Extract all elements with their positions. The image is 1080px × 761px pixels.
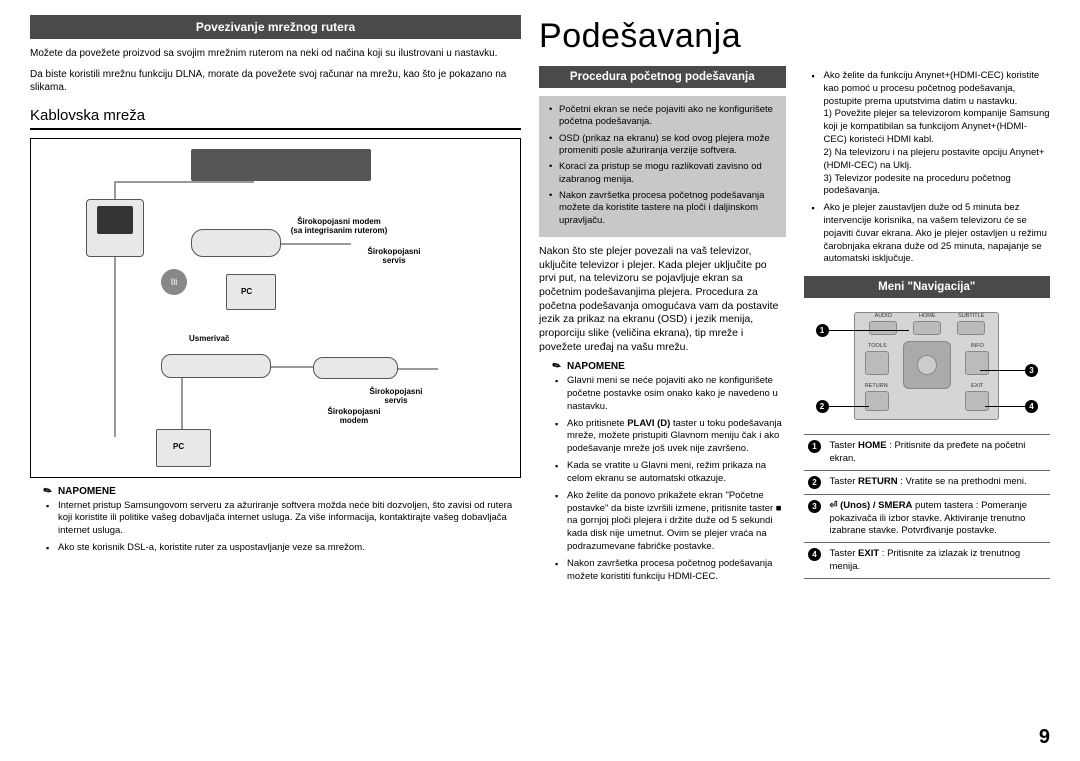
note-icon: ✎ [42,484,55,498]
note-icon: ✎ [551,360,564,374]
mid-p1: Nakon što ste plejer povezali na vaš tel… [539,245,786,354]
mid-notes: Glavni meni se neće pojaviti ako ne konf… [539,375,786,583]
callout-1: 1 [816,324,829,337]
gb-3: Koraci za pristup se mogu razlikovati za… [549,161,776,186]
gray-box: Početni ekran se neće pojaviti ako ne ko… [539,96,786,237]
mn-3: Kada se vratite u Glavni meni, režim pri… [567,460,786,486]
callout-3: 3 [1025,364,1038,377]
rb-1: Ako je plejer zaustavljen duže od 5 minu… [824,202,1051,266]
nav-table: 1Taster HOME : Pritisnite da pređete na … [804,434,1051,579]
callout-2: 2 [816,400,829,413]
bar-navigation: Meni "Navigacija" [804,276,1051,298]
note-head-mid: ✎ NAPOMENE [553,361,786,372]
network-diagram: Ili Širokopojasni modem (sa integrisanim… [30,138,521,478]
nav-row-4: 4Taster EXIT : Pritisnite za izlazak iz … [804,543,1051,579]
nav-row-1: 1Taster HOME : Pritisnite da pređete na … [804,435,1051,471]
page-number: 9 [1039,726,1050,749]
ili-label: Ili [161,269,187,295]
note-head-left: ✎ NAPOMENE [44,486,521,497]
mid-column: Podešavanja Procedura početnog podešavan… [539,15,786,587]
bar-router: Povezivanje mrežnog rutera [30,15,521,39]
right-column: Ako želite da funkciju Anynet+(HDMI-CEC)… [804,15,1051,587]
left-notes: Internet pristup Samsungovom serveru za … [30,500,521,555]
remote-control: AUDIO HOME SUBTITLE TOOLS INFO RETURN EX… [854,312,999,420]
left-p2: Da biste koristili mrežnu funkciju DLNA,… [30,68,521,95]
rb-0: Ako želite da funkciju Anynet+(HDMI-CEC)… [824,70,1051,198]
divider [30,128,521,130]
gb-2: OSD (prikaz na ekranu) se kod ovog pleje… [549,133,776,158]
heading-kablovska: Kablovska mreža [30,107,521,124]
remote-wrap: AUDIO HOME SUBTITLE TOOLS INFO RETURN EX… [804,306,1051,434]
nav-row-3: 3⏎ (Unos) / SMERA putem tastera : Pomera… [804,495,1051,543]
mn-4: Ako želite da ponovo prikažete ekran "Po… [567,490,786,554]
left-column: Povezivanje mrežnog rutera Možete da pov… [30,15,521,587]
mn-5: Nakon završetka procesa početnog podešav… [567,558,786,584]
page-title: Podešavanja [539,17,786,56]
left-note-1: Internet pristup Samsungovom serveru za … [58,500,521,538]
left-note-2: Ako ste korisnik DSL-a, koristite ruter … [58,542,521,555]
mn-2: Ako pritisnete PLAVI (D) taster u toku p… [567,418,786,456]
bar-procedure: Procedura početnog podešavanja [539,66,786,88]
gb-4: Nakon završetka procesa početnog podešav… [549,190,776,227]
right-bullets: Ako želite da funkciju Anynet+(HDMI-CEC)… [804,70,1051,266]
callout-4: 4 [1025,400,1038,413]
gb-1: Početni ekran se neće pojaviti ako ne ko… [549,104,776,129]
mn-1: Glavni meni se neće pojaviti ako ne konf… [567,375,786,413]
nav-row-2: 2Taster RETURN : Vratite se na prethodni… [804,470,1051,494]
left-p1: Možete da povežete proizvod sa svojim mr… [30,47,521,61]
